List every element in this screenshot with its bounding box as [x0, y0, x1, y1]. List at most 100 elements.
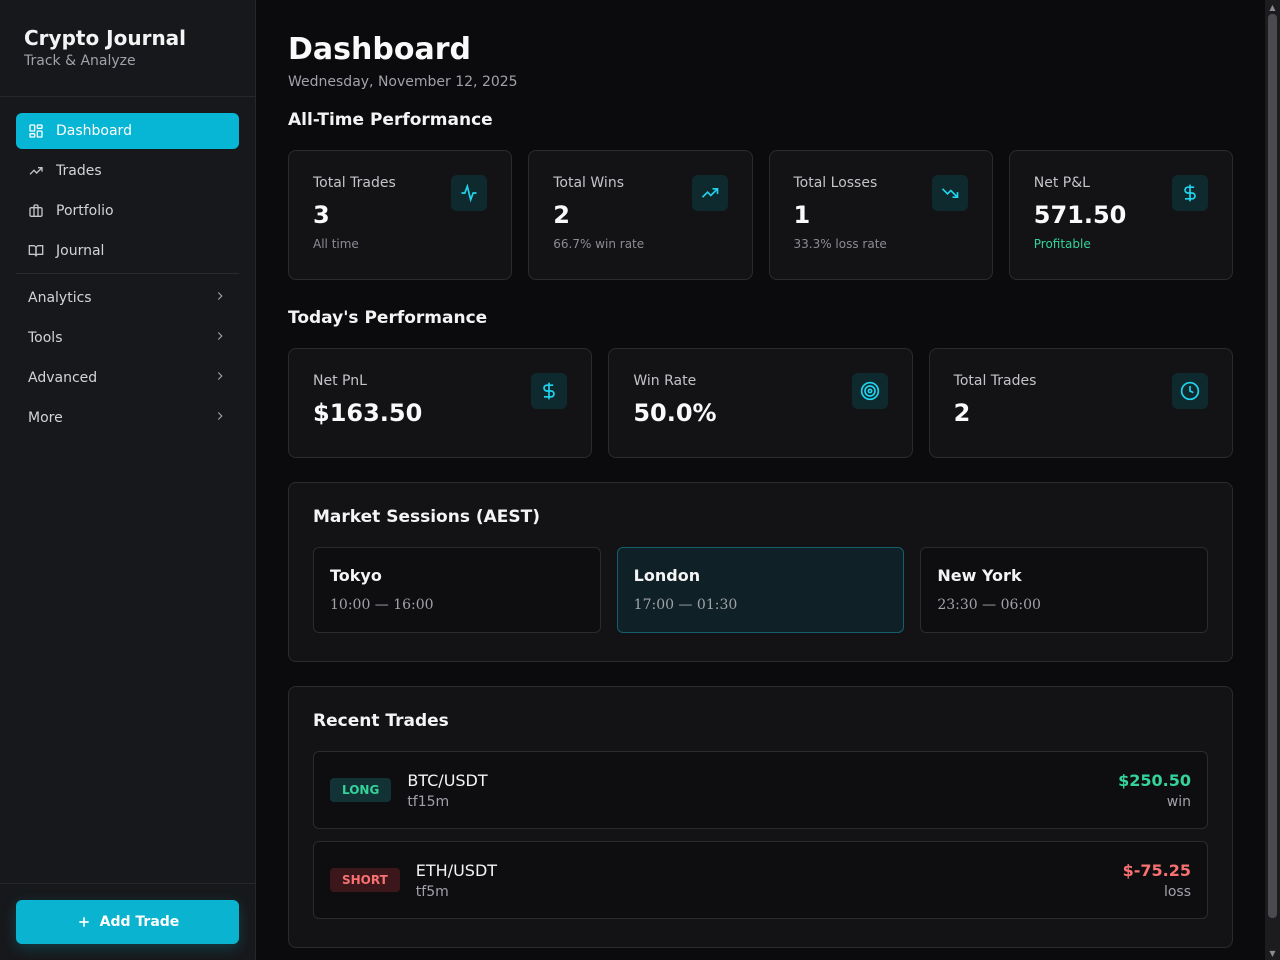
sidebar-item-label: Dashboard: [56, 123, 132, 139]
market-sessions-panel: Market Sessions (AEST) Tokyo 10:00 — 16:…: [288, 482, 1233, 662]
stat-value: 50.0%: [633, 399, 717, 427]
sidebar-item-dashboard[interactable]: Dashboard: [16, 113, 239, 149]
sidebar-group-advanced[interactable]: Advanced: [16, 360, 239, 396]
session-list: Tokyo 10:00 — 16:00 London 17:00 — 01:30…: [313, 547, 1209, 633]
trade-row[interactable]: SHORT ETH/USDT tf5m $-75.25 loss: [313, 841, 1208, 919]
page-title: Dashboard: [288, 32, 471, 67]
all-time-title: All-Time Performance: [288, 110, 493, 130]
sidebar-group-label: Advanced: [28, 370, 98, 386]
stat-value: $163.50: [313, 399, 423, 427]
target-icon: [851, 373, 888, 409]
stat-card-total-wins: Total Wins 2 66.7% win rate: [528, 150, 753, 280]
trade-pnl: $250.50: [1118, 770, 1191, 790]
dollar-icon: [1172, 175, 1208, 211]
trade-timeframe: tf5m: [415, 883, 449, 900]
sidebar-footer: Add Trade: [0, 883, 255, 960]
session-time: 23:30 — 06:00: [937, 597, 1041, 613]
stat-subtext: 33.3% loss rate: [793, 237, 887, 251]
chevron-right-icon: [213, 329, 227, 347]
today-grid: Net PnL $163.50 Win Rate 50.0% Total Tra…: [288, 348, 1233, 458]
sidebar-item-journal[interactable]: Journal: [16, 233, 239, 269]
sidebar-group-analytics[interactable]: Analytics: [16, 280, 239, 316]
book-icon: [28, 243, 44, 259]
stat-value: 1: [793, 201, 811, 229]
scrollbar-thumb[interactable]: [1268, 14, 1277, 918]
chevron-right-icon: [213, 289, 227, 307]
page-scrollbar[interactable]: ▲ ▼: [1265, 0, 1280, 960]
trade-timeframe: tf15m: [407, 793, 450, 810]
trade-pnl: $-75.25: [1122, 860, 1191, 880]
trending-up-icon: [691, 175, 728, 211]
today-card-total-trades: Total Trades 2: [928, 348, 1233, 458]
stat-label: Total Wins: [553, 175, 624, 191]
sidebar-group-more[interactable]: More: [16, 400, 239, 436]
sidebar-group-tools[interactable]: Tools: [16, 320, 239, 356]
session-tokyo: Tokyo 10:00 — 16:00: [313, 547, 601, 633]
app-title: Crypto Journal: [24, 26, 187, 50]
stat-subtext: Profitable: [1033, 237, 1091, 251]
stat-label: Total Trades: [953, 373, 1037, 389]
plus-icon: [79, 917, 89, 927]
session-time: 10:00 — 16:00: [330, 597, 434, 613]
chevron-right-icon: [213, 409, 227, 427]
activity-icon: [451, 175, 488, 211]
trade-result: $-75.25 loss: [1123, 861, 1191, 900]
sidebar-group-label: Tools: [28, 330, 63, 346]
session-name: London: [633, 566, 701, 585]
session-time: 17:00 — 01:30: [633, 597, 738, 613]
sessions-title: Market Sessions (AEST): [313, 507, 541, 527]
session-new-york: New York 23:30 — 06:00: [920, 547, 1209, 633]
sidebar-item-label: Portfolio: [56, 203, 114, 219]
sidebar-item-label: Journal: [56, 243, 105, 259]
trade-pair: ETH/USDT: [415, 860, 498, 880]
today-card-win-rate: Win Rate 50.0%: [608, 348, 913, 458]
recent-trades-panel: Recent Trades LONG BTC/USDT tf15m $250.5…: [288, 686, 1233, 948]
sidebar-group-label: More: [28, 410, 63, 426]
recent-trades-title: Recent Trades: [313, 711, 449, 731]
stat-value: 2: [553, 201, 570, 229]
dashboard-icon: [28, 123, 44, 139]
trending-up-icon: [28, 163, 44, 179]
stat-label: Total Losses: [793, 175, 878, 191]
scroll-down-arrow-icon[interactable]: ▼: [1269, 948, 1276, 958]
sidebar-group-label: Analytics: [28, 290, 92, 306]
sidebar-nav: Dashboard Trades Portfolio Journal Analy…: [0, 97, 255, 436]
sidebar-item-portfolio[interactable]: Portfolio: [16, 193, 239, 229]
session-name: Tokyo: [330, 566, 382, 585]
stat-card-net-pl: Net P&L 571.50 Profitable: [1008, 150, 1233, 280]
nav-divider: [16, 273, 239, 274]
stat-subtext: All time: [313, 237, 359, 251]
stat-subtext: 66.7% win rate: [553, 237, 645, 251]
trade-row[interactable]: LONG BTC/USDT tf15m $250.50 win: [313, 751, 1208, 829]
stat-value: 2: [953, 399, 971, 427]
trade-pair: BTC/USDT: [407, 770, 488, 790]
add-trade-button[interactable]: Add Trade: [16, 900, 239, 944]
stat-value: 571.50: [1033, 201, 1127, 229]
trade-outcome: loss: [1163, 883, 1191, 900]
briefcase-icon: [28, 203, 44, 219]
app-subtitle: Track & Analyze: [24, 53, 136, 69]
sidebar-item-label: Trades: [56, 163, 102, 179]
trade-info: BTC/USDT tf15m: [407, 771, 487, 810]
brand: Crypto Journal Track & Analyze: [0, 0, 255, 97]
trade-outcome: win: [1166, 793, 1191, 810]
dollar-icon: [531, 373, 568, 409]
session-name: New York: [937, 566, 1022, 585]
chevron-right-icon: [213, 369, 227, 387]
all-time-grid: Total Trades 3 All time Total Wins 2 66.…: [288, 150, 1233, 280]
scroll-up-arrow-icon[interactable]: ▲: [1269, 2, 1276, 12]
sidebar-item-trades[interactable]: Trades: [16, 153, 239, 189]
stat-label: Net P&L: [1033, 175, 1090, 191]
stat-label: Win Rate: [633, 373, 697, 389]
stat-card-total-trades: Total Trades 3 All time: [288, 150, 513, 280]
sidebar: Crypto Journal Track & Analyze Dashboard…: [0, 0, 256, 960]
clock-icon: [1172, 373, 1208, 409]
trade-result: $250.50 win: [1118, 771, 1191, 810]
side-badge: SHORT: [330, 868, 400, 892]
page-date: Wednesday, November 12, 2025: [288, 74, 518, 90]
trade-info: ETH/USDT tf5m: [416, 861, 497, 900]
today-title: Today's Performance: [288, 308, 488, 328]
stat-value: 3: [313, 201, 330, 229]
stat-card-total-losses: Total Losses 1 33.3% loss rate: [768, 150, 993, 280]
add-trade-label: Add Trade: [99, 914, 180, 930]
